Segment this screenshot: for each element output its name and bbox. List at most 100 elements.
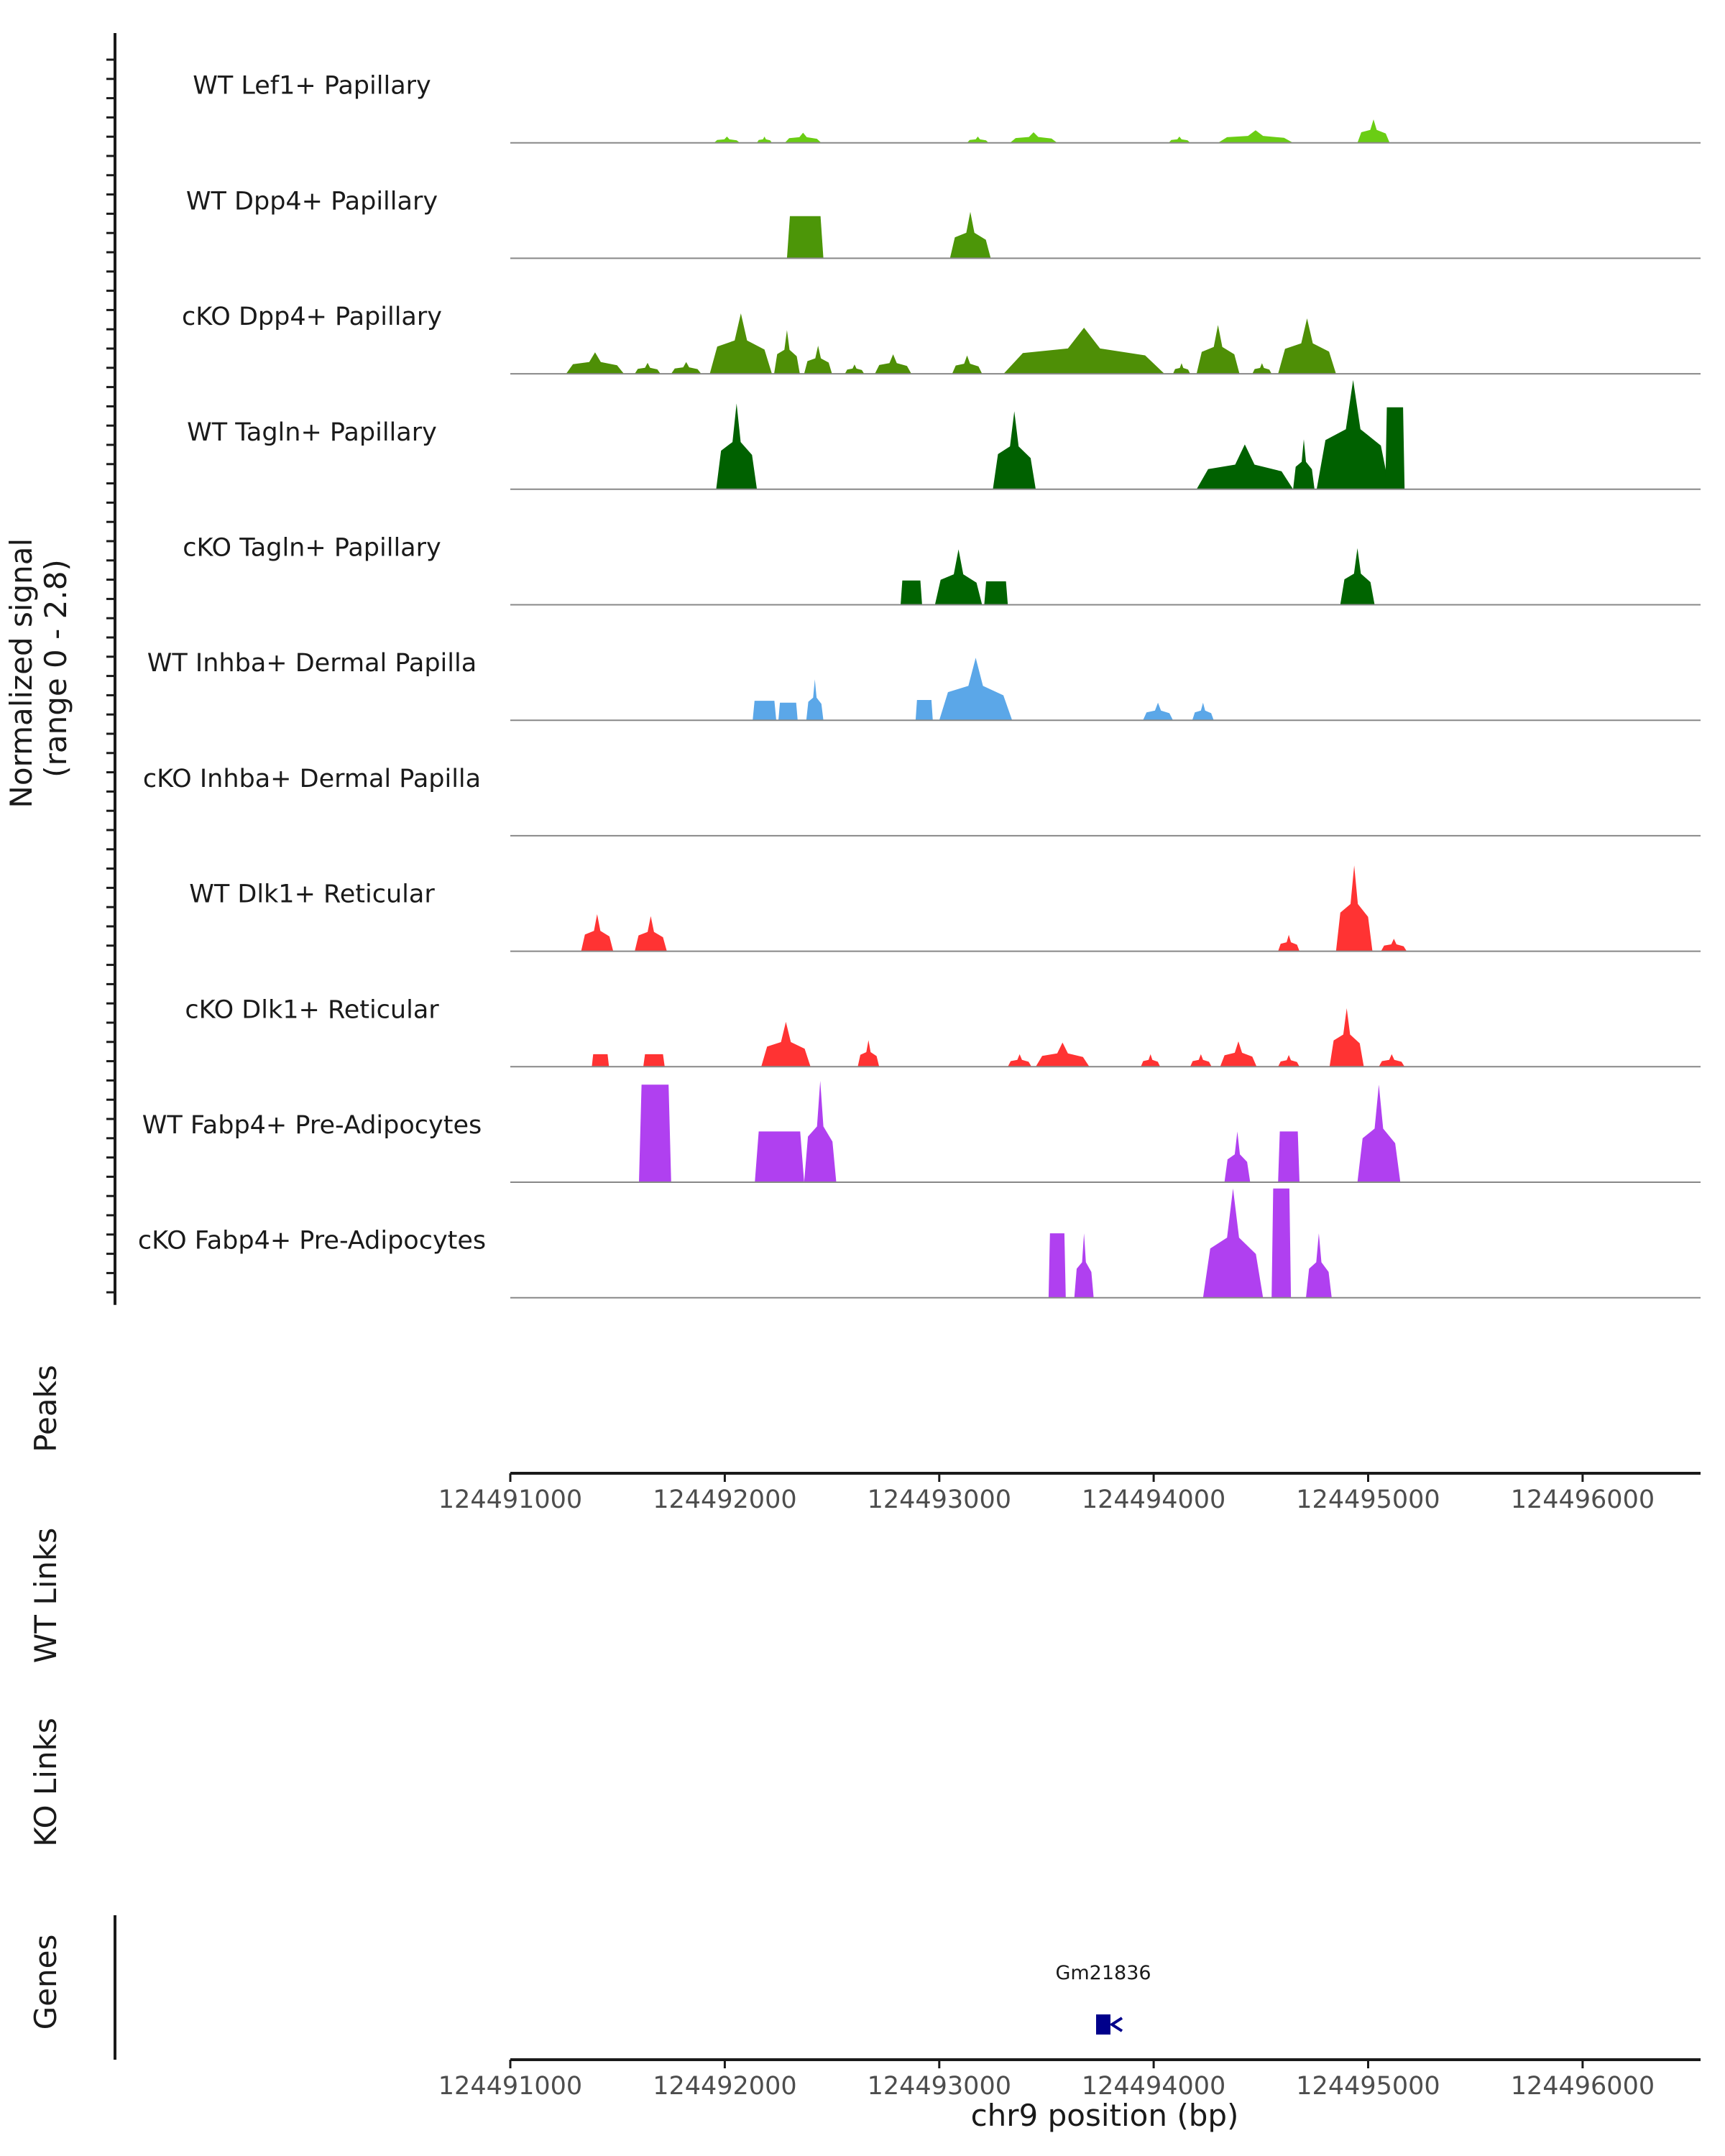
coverage-peak [915,700,933,721]
peaks-track-label: Peaks [28,1365,63,1452]
coverage-peak [1074,1233,1094,1298]
coverage-peak [1224,1131,1251,1182]
track-label: cKO Inhba+ Dermal Papilla [143,765,481,793]
coverage-peak [639,1084,671,1182]
x-tick-label: 124495000 [1296,1485,1440,1514]
coverage-peak [671,361,702,374]
track-label: cKO Fabp4+ Pre-Adipocytes [138,1227,486,1256]
coverage-peak [934,549,983,605]
x-tick-label: 124496000 [1511,2072,1655,2101]
coverage-peak [592,1054,610,1067]
gene-strand-arrow [1109,2017,1123,2032]
coverage-track: cKO Tagln+ Papillary [183,534,1701,606]
coverage-track: cKO Dlk1+ Reticular [185,995,1701,1068]
coverage-peak [1173,363,1190,374]
x-tick-label: 124494000 [1082,1485,1225,1514]
coverage-peak [709,313,772,374]
coverage-peak [784,132,822,143]
x-axis-top: 124491000 124492000 124493000 124494000 1244… [438,1472,1701,1514]
x-tick-label: 124493000 [868,2072,1011,2101]
coverage-peak [714,137,740,143]
coverage-peak [1357,119,1390,143]
track-label: WT Dpp4+ Papillary [186,187,438,216]
coverage-peak [1379,1054,1405,1067]
coverage-peak [857,1040,880,1067]
coverage-peak [1252,363,1272,374]
coverage-track: cKO Inhba+ Dermal Papilla [143,765,1701,837]
coverage-peak [1385,407,1405,489]
coverage-peak [804,346,832,374]
genes-panel: Gm21836 [114,1915,1151,2060]
coverage-peak [1278,1131,1300,1182]
coverage-peak [806,679,824,721]
gene-model: Gm21836 [1055,1962,1151,2035]
coverage-peak [1036,1042,1090,1067]
x-tick-label: 124492000 [653,2072,796,2101]
coverage-peak [939,658,1013,721]
coverage-peak [984,581,1008,605]
coverage-peak [845,364,865,374]
x-tick-label: 124493000 [868,1485,1011,1514]
track-label: WT Inhba+ Dermal Papilla [147,649,477,678]
coverage-track: cKO Dpp4+ Papillary [182,303,1701,375]
coverage-peak [993,411,1036,489]
coverage-track: WT Inhba+ Dermal Papilla [147,649,1701,722]
coverage-peak [778,702,798,721]
coverage-peak [581,914,614,952]
gene-exon [1096,2014,1110,2035]
coverage-peak [1306,1233,1332,1298]
coverage-peak [1340,548,1375,605]
x-axis-bottom: 124491000 124492000 124493000 124494000 1244… [438,2058,1701,2101]
wt-links-track-label: WT Links [28,1528,63,1663]
coverage-peak [1141,1054,1161,1067]
coverage-peak [1143,702,1173,721]
coverage-track: WT Tagln+ Papillary [187,379,1701,490]
coverage-peak [1278,1055,1300,1067]
coverage-peak [761,1021,811,1067]
coverage-peak [757,137,772,143]
coverage-track: WT Dlk1+ Reticular [189,865,1701,952]
gene-name-label: Gm21836 [1055,1962,1151,1984]
coverage-peak [1048,1233,1066,1298]
coverage-panel: WT Lef1+ Papillary WT Dpp4+ Papillary cKO … [106,33,1701,1305]
coverage-peak [716,403,758,489]
ko-links-track-label: KO Links [28,1718,63,1847]
coverage-peak [1278,934,1300,952]
coverage-track: WT Dpp4+ Papillary [186,187,1701,259]
coverage-peak [1271,1188,1292,1298]
x-tick-label: 124496000 [1511,1485,1655,1514]
coverage-peak [1329,1008,1364,1067]
coverage-peak [949,211,991,259]
coverage-peak [1293,439,1315,489]
coverage-peak [1169,137,1190,143]
coverage-peak [1008,1054,1032,1067]
coverage-peak [635,916,667,952]
coverage-peak [755,1131,804,1182]
x-tick-label: 124491000 [438,1485,582,1514]
x-tick-label: 124492000 [653,1485,796,1514]
genes-track-label: Genes [28,1935,63,2030]
coverage-peak [1202,1188,1264,1298]
x-tick-label: 124491000 [438,2072,582,2101]
coverage-peak [1220,1041,1257,1067]
x-tick-label: 124495000 [1296,2072,1440,2101]
track-label: cKO Dpp4+ Papillary [182,303,442,331]
coverage-peak [875,354,911,374]
track-label: WT Tagln+ Papillary [187,418,437,447]
x-tick-label: 124494000 [1082,2072,1225,2101]
x-axis-label: chr9 position (bp) [971,2098,1239,2133]
coverage-track: WT Fabp4+ Pre-Adipocytes [142,1080,1701,1183]
coverage-peak [1010,132,1057,143]
coverage-peak [967,137,989,143]
track-label: WT Fabp4+ Pre-Adipocytes [142,1111,482,1140]
coverage-peak [1196,325,1240,374]
coverage-peak [774,330,800,374]
coverage-peak [635,362,661,374]
coverage-peak [753,701,776,721]
coverage-peak [804,1080,837,1182]
coverage-peak [1381,939,1407,952]
coverage-peak [1190,1054,1212,1067]
track-label: cKO Dlk1+ Reticular [185,995,439,1024]
coverage-peak [786,216,824,259]
